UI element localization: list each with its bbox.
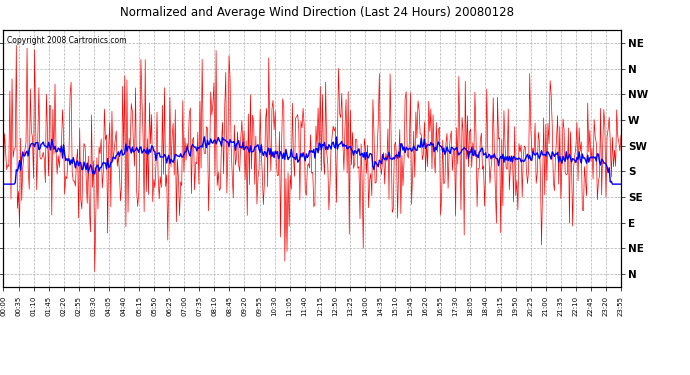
Text: Normalized and Average Wind Direction (Last 24 Hours) 20080128: Normalized and Average Wind Direction (L… <box>120 6 515 19</box>
Text: Copyright 2008 Cartronics.com: Copyright 2008 Cartronics.com <box>6 36 126 45</box>
